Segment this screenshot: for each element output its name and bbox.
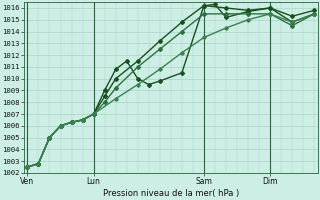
- X-axis label: Pression niveau de la mer( hPa ): Pression niveau de la mer( hPa ): [103, 189, 239, 198]
